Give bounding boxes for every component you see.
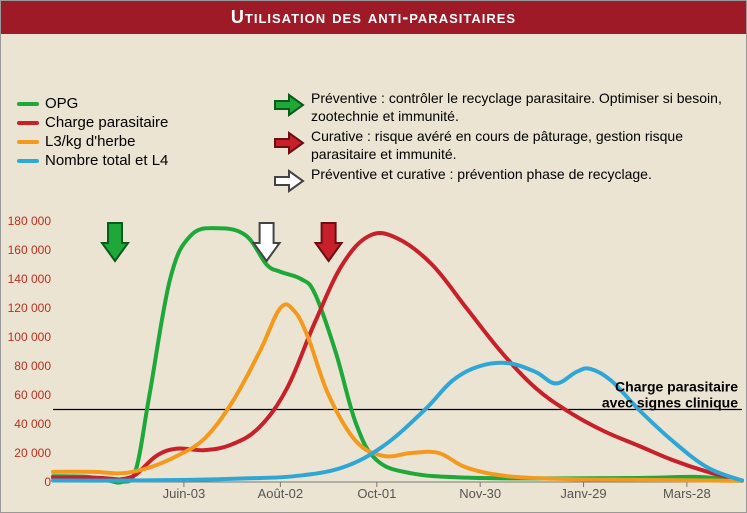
series-legend: OPG Charge parasitaire L3/kg d'herbe Nombre… [11, 89, 174, 175]
y-tick-label: 180 000 [8, 214, 51, 228]
y-tick-label: 140 000 [8, 272, 51, 286]
legend-series-row: L3/kg d'herbe [17, 133, 168, 150]
y-tick-label: 80 000 [14, 359, 51, 373]
x-tick-label: Nov-30 [459, 486, 501, 501]
chart-arrow-icon [316, 223, 342, 261]
arrow-icon [271, 166, 305, 196]
y-tick-label: 40 000 [14, 417, 51, 431]
y-tick-label: 120 000 [8, 301, 51, 315]
legend-swatch [17, 140, 39, 144]
y-tick-label: 100 000 [8, 330, 51, 344]
legend-swatch [17, 102, 39, 106]
threshold-label: Charge parasitaire [615, 379, 738, 395]
legend-label: OPG [45, 95, 78, 112]
legend-arrow-row: Préventive : contrôler le recyclage para… [271, 90, 738, 125]
legend-arrow-text: Préventive : contrôler le recyclage para… [311, 90, 738, 125]
y-tick-label: 20 000 [14, 446, 51, 460]
x-tick-label: Janv-29 [560, 486, 606, 501]
legend-zone: OPG Charge parasitaire L3/kg d'herbe Nombre… [1, 61, 746, 221]
y-tick-label: 0 [44, 475, 51, 489]
legend-arrow-row: Curative : risque avéré en cours de pâtu… [271, 128, 738, 163]
chart-arrow-icon [102, 223, 128, 261]
arrow-icon [271, 90, 305, 120]
threshold-label: avec signes clinique [602, 395, 738, 411]
legend-label: L3/kg d'herbe [45, 133, 135, 150]
legend-swatch [17, 159, 39, 163]
page-title: Utilisation des anti-parasitaires [1, 1, 746, 34]
y-tick-label: 60 000 [14, 388, 51, 402]
x-tick-label: Oct-01 [357, 486, 396, 501]
chart-svg: Charge parasitaireavec signes clinique [53, 221, 742, 482]
x-axis-labels: Juin-03 Août-02 Oct-01 Nov-30 Janv-29 Mars-28 [53, 486, 742, 508]
arrow-legend: Préventive : contrôler le recyclage para… [271, 87, 738, 199]
legend-arrow-text: Curative : risque avéré en cours de pâtu… [311, 128, 738, 163]
legend-series-row: Nombre total et L4 [17, 152, 168, 169]
x-tick-label: Août-02 [258, 486, 304, 501]
plot: Charge parasitaireavec signes clinique [53, 221, 742, 482]
legend-arrow-text: Préventive et curative : prévention phas… [311, 166, 652, 184]
x-tick-label: Mars-28 [663, 486, 711, 501]
chart-arrow-icon [254, 223, 280, 261]
legend-label: Nombre total et L4 [45, 152, 168, 169]
arrow-icon [271, 128, 305, 158]
legend-series-row: OPG [17, 95, 168, 112]
y-axis-labels: 020 00040 00060 00080 000100 000120 0001… [1, 221, 53, 482]
legend-label: Charge parasitaire [45, 114, 168, 131]
y-tick-label: 160 000 [8, 243, 51, 257]
chart-area: 0 20 000 40 000 60 000 80 000 100 000 120 000 1… [1, 221, 746, 512]
x-tick-label: Juin-03 [163, 486, 206, 501]
legend-arrow-row: Préventive et curative : prévention phas… [271, 166, 738, 196]
legend-series-row: Charge parasitaire [17, 114, 168, 131]
legend-swatch [17, 121, 39, 125]
